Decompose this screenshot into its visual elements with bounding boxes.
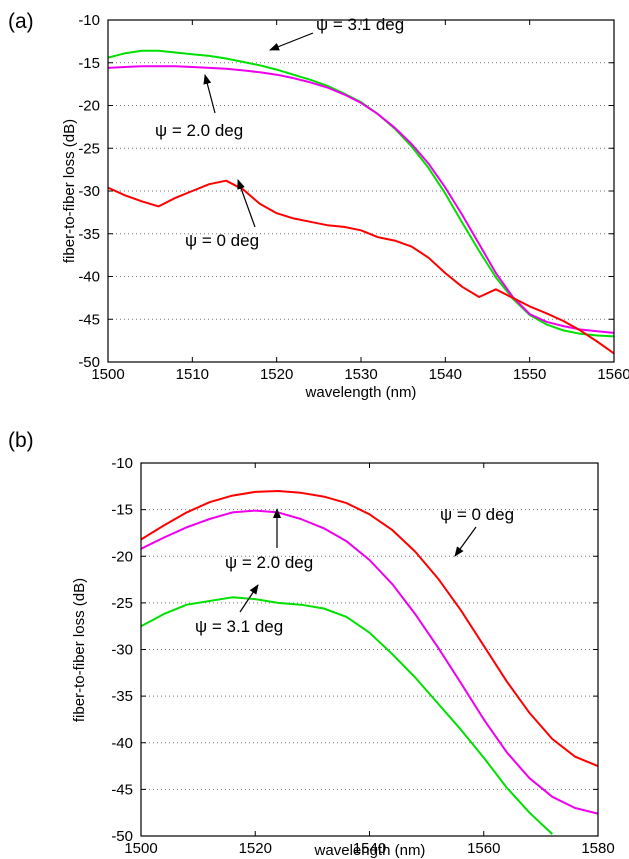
y-tick-label: -35 bbox=[111, 688, 133, 705]
annotation-label: ψ = 0 deg bbox=[185, 231, 259, 250]
y-axis-title: fiber-to-fiber loss (dB) bbox=[71, 578, 88, 722]
x-axis-title: wavelength (nm) bbox=[305, 384, 417, 401]
x-tick-label: 1560 bbox=[597, 366, 629, 383]
x-tick-label: 1540 bbox=[429, 366, 462, 383]
y-tick-label: -50 bbox=[78, 354, 100, 371]
y-tick-label: -45 bbox=[111, 781, 133, 798]
x-tick-label: 1500 bbox=[91, 366, 124, 383]
panel-label: (b) bbox=[8, 429, 34, 452]
chart-a: (a) 1500 1510 1520 1530 1540 1550 1560 -10 -15 -2… bbox=[8, 10, 629, 401]
annotation-label: ψ = 3.1 deg bbox=[195, 617, 283, 636]
series-line-3-1-deg bbox=[140, 596, 553, 835]
x-tick-label: 1500 bbox=[124, 840, 157, 857]
series-line-0-deg bbox=[107, 179, 615, 355]
x-tick-label: 1540 bbox=[353, 840, 386, 857]
y-tick-label: -40 bbox=[78, 269, 100, 286]
y-tick-label: -15 bbox=[111, 502, 133, 519]
annotation-label: ψ = 3.1 deg bbox=[316, 15, 404, 34]
annotation-label: ψ = 2.0 deg bbox=[225, 553, 313, 572]
y-tick-label: -35 bbox=[78, 226, 100, 243]
chart-b: (b) 1500 1520 1540 1560 1580 -10 -15 -20 -25 -30 -… bbox=[8, 429, 615, 859]
series-line-2-0-deg bbox=[140, 509, 599, 815]
x-tick-label: 1520 bbox=[260, 366, 293, 383]
y-tick-label: -30 bbox=[111, 642, 133, 659]
y-tick-label: -10 bbox=[78, 12, 100, 29]
y-tick-label: -25 bbox=[78, 140, 100, 157]
y-tick-label: -40 bbox=[111, 735, 133, 752]
annotation-psi-0: ψ = 0 deg bbox=[440, 505, 514, 557]
series-line-2-0-deg bbox=[107, 65, 615, 334]
annotation-psi-3-1: ψ = 3.1 deg bbox=[269, 15, 404, 51]
y-tick-label: -45 bbox=[78, 311, 100, 328]
annotation-arrow bbox=[239, 584, 259, 613]
y-tick-label: -10 bbox=[111, 455, 133, 472]
y-tick-label: -20 bbox=[111, 548, 133, 565]
x-axis-title: wavelength (nm) bbox=[314, 842, 426, 859]
annotation-psi-2-0: ψ = 2.0 deg bbox=[155, 74, 243, 140]
y-tick-label: -50 bbox=[111, 828, 133, 845]
y-tick-label: -30 bbox=[78, 183, 100, 200]
annotation-arrow bbox=[269, 32, 314, 51]
x-tick-label: 1560 bbox=[467, 840, 500, 857]
annotation-arrow bbox=[237, 179, 256, 228]
y-tick-label: -25 bbox=[111, 595, 133, 612]
panel-label: (a) bbox=[8, 10, 34, 33]
series-line-0-deg bbox=[140, 490, 599, 768]
y-tick-label: -20 bbox=[78, 98, 100, 115]
annotation-label: ψ = 0 deg bbox=[440, 505, 514, 524]
y-tick-label: -15 bbox=[78, 55, 100, 72]
annotation-label: ψ = 2.0 deg bbox=[155, 121, 243, 140]
annotation-psi-0: ψ = 0 deg bbox=[185, 179, 259, 250]
annotation-arrow bbox=[454, 526, 477, 557]
annotation-psi-2-0: ψ = 2.0 deg bbox=[225, 508, 313, 572]
x-tick-label: 1520 bbox=[239, 840, 272, 857]
annotation-arrow bbox=[203, 74, 216, 114]
annotation-psi-3-1: ψ = 3.1 deg bbox=[195, 584, 283, 636]
x-tick-label: 1550 bbox=[513, 366, 546, 383]
x-tick-label: 1580 bbox=[581, 840, 614, 857]
x-tick-label: 1530 bbox=[344, 366, 377, 383]
x-tick-label: 1510 bbox=[176, 366, 209, 383]
y-axis-title: fiber-to-fiber loss (dB) bbox=[61, 119, 78, 263]
